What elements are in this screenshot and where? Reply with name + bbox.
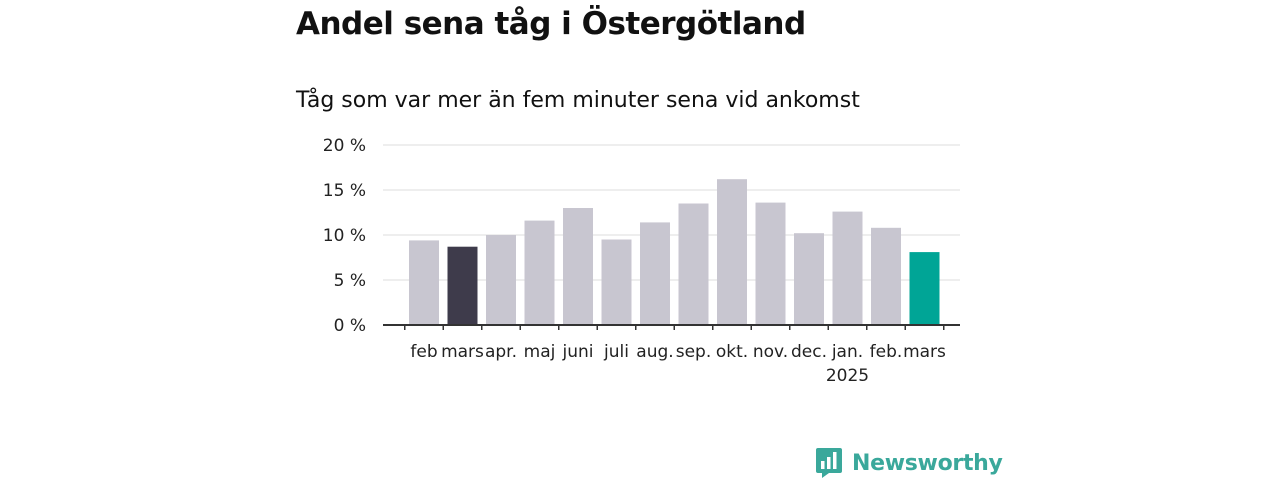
y-tick-label: 0 % xyxy=(334,316,366,336)
x-tick-label: juli xyxy=(603,342,629,362)
bar-10 xyxy=(755,202,786,325)
x-tick-label: mars xyxy=(441,342,484,362)
x-tick-label: jan. xyxy=(831,342,863,362)
x-axis-ticks: feb mars apr. maj juni juli aug. sep. okt. nov. de… xyxy=(410,342,946,386)
y-axis-ticks: 0 % 5 % 10 % 15 % 20 % xyxy=(323,136,366,336)
x-tick-label: apr. xyxy=(485,342,517,362)
bar-12 xyxy=(832,211,863,325)
newsworthy-logo-icon xyxy=(816,448,842,478)
bar-9 xyxy=(717,179,747,325)
y-tick-label: 20 % xyxy=(323,136,366,156)
bar-3 xyxy=(486,235,516,325)
y-tick-label: 5 % xyxy=(334,271,366,291)
y-tick-label: 10 % xyxy=(323,226,366,246)
bar-1 xyxy=(409,240,439,325)
grid-lines xyxy=(383,144,960,281)
bar-14 xyxy=(909,252,940,325)
bar-8 xyxy=(678,203,709,325)
brand-footer: Newsworthy xyxy=(815,446,1003,480)
brand-name: Newsworthy xyxy=(852,450,1003,476)
bar-13 xyxy=(871,227,901,325)
x-year-label: 2025 xyxy=(826,366,869,386)
chart-subtitle: Tåg som var mer än fem minuter sena vid … xyxy=(296,88,860,113)
bars xyxy=(409,179,940,325)
y-tick-label: 15 % xyxy=(323,181,366,201)
x-tick-label: mars xyxy=(903,342,946,362)
x-tick-label: sep. xyxy=(676,342,712,362)
x-tick-label: maj xyxy=(524,342,556,362)
x-tick-label: okt. xyxy=(716,342,748,362)
x-tick-label: aug. xyxy=(636,342,673,362)
bar-7 xyxy=(640,222,670,325)
x-axis xyxy=(383,324,960,330)
bar-5 xyxy=(563,208,593,325)
bar-2 xyxy=(447,246,478,325)
bar-4 xyxy=(524,220,555,325)
x-tick-label: feb xyxy=(410,342,437,362)
x-tick-label: juni xyxy=(562,342,594,362)
x-tick-label: feb. xyxy=(870,342,903,362)
x-tick-label: dec. xyxy=(791,342,827,362)
bar-6 xyxy=(601,239,632,325)
chart-title: Andel sena tåg i Östergötland xyxy=(296,6,806,42)
x-tick-label: nov. xyxy=(753,342,788,362)
bar-11 xyxy=(794,233,824,325)
